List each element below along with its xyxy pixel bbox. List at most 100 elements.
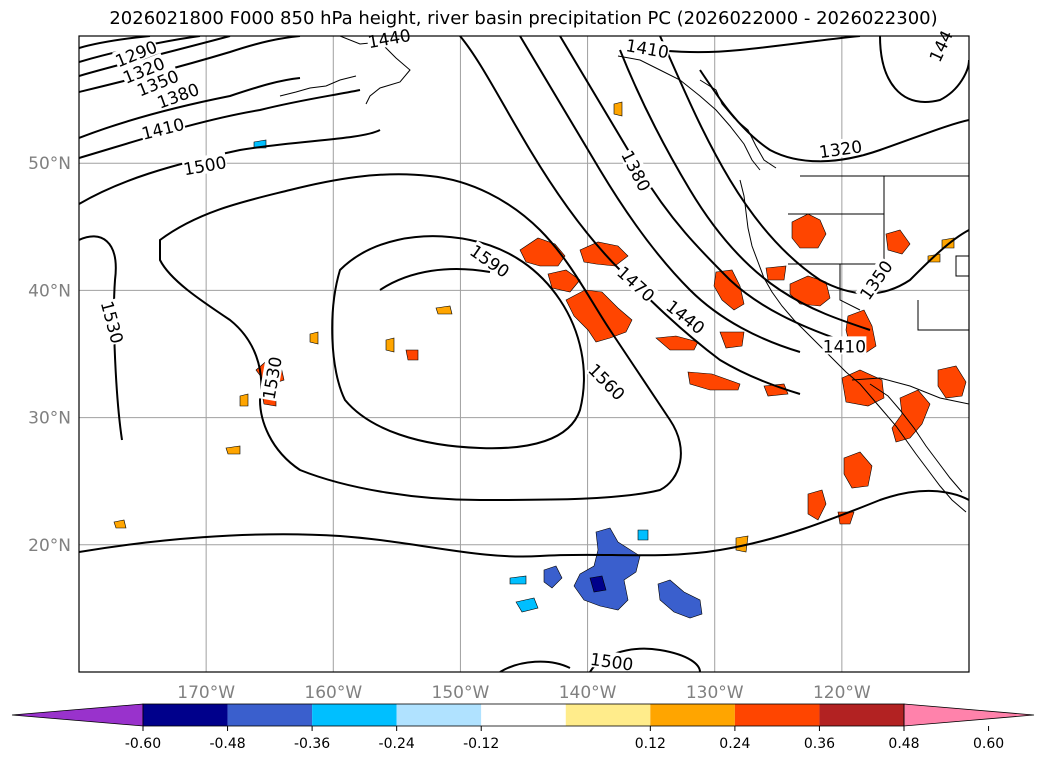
contour-label-bg: [618, 146, 655, 195]
lon-tick-label: 130°W: [686, 683, 744, 703]
lon-tick-label: 120°W: [813, 683, 871, 703]
precip-patch: [891, 389, 931, 443]
contour-label: 1320: [817, 136, 864, 163]
plot-frame: [78, 35, 970, 673]
contour-label-bg: [365, 24, 413, 51]
contour-label-text: 1380: [616, 147, 653, 195]
contour-labels: 1290132013501380141015001530153015901560…: [96, 24, 958, 676]
precip-patch: [509, 575, 527, 585]
precip-patch: [843, 451, 873, 489]
lon-tick-label: 170°W: [177, 683, 235, 703]
axis-labels: 50°N 40°N 30°N 20°N 170°W 160°W 150°W 140°W 130°…: [28, 154, 871, 703]
contour-1290: [79, 36, 151, 49]
lon-tick-label: 160°W: [304, 683, 362, 703]
state-border: [917, 300, 969, 331]
precip-patch: [589, 575, 607, 593]
contour-label: 1560: [584, 359, 630, 405]
colorbar-swatch: [650, 704, 735, 726]
contour-label-bg: [585, 359, 630, 404]
colorbar-tick-label: 0.60: [973, 736, 1004, 752]
contour-label-bg: [119, 52, 168, 87]
contour-1380-east: [619, 49, 871, 331]
contour-label-bg: [588, 648, 635, 673]
precip-patch: [941, 237, 955, 249]
alaska-coast: [339, 36, 411, 105]
contour-label-bg: [98, 298, 128, 346]
mexico-border: [851, 377, 969, 405]
lon-tick-label: 150°W: [432, 683, 490, 703]
canada-coast: [699, 79, 777, 169]
state-border: [955, 255, 969, 277]
height-contours: [79, 36, 969, 672]
colorbar-swatch: [143, 704, 228, 726]
precip-patch: [713, 269, 745, 311]
colorbar-tick-label: -0.36: [294, 736, 330, 752]
colorbar-tick-label: 0.48: [888, 736, 919, 752]
contour-label: 1590: [466, 240, 514, 283]
colorbar-tick-label: -0.24: [379, 736, 415, 752]
contour-label: 1530: [258, 354, 287, 402]
contour-label-bg: [139, 113, 187, 142]
precip-patch: [309, 331, 319, 345]
contour-label-bg: [258, 354, 284, 402]
contour-1500-south: [79, 490, 969, 558]
precip-patch: [765, 265, 787, 281]
precip-patch: [719, 331, 745, 349]
colorbar-swatch: [565, 704, 651, 726]
contour-label-bg: [614, 261, 659, 305]
colorbar-tick-label: 0.24: [719, 736, 750, 752]
colorbar-tick-label: -0.12: [463, 736, 499, 752]
colorbar-tick-label: -0.60: [125, 736, 161, 752]
precip-patch: [655, 335, 699, 351]
contour-label-text: 1560: [584, 360, 629, 405]
colorbar-tick-label: 0.36: [804, 736, 835, 752]
precip-patch: [385, 337, 395, 353]
lon-tick-label: 140°W: [559, 683, 617, 703]
precip-patch: [113, 519, 127, 529]
precip-patch: [735, 535, 749, 553]
contour-1470: [459, 36, 801, 395]
contour-label-text: 1500: [182, 153, 228, 180]
colorbar-frame: [142, 703, 905, 727]
contour-north-east: [879, 36, 969, 103]
contour-label-bg: [112, 36, 160, 70]
contour-1410: [79, 77, 301, 139]
contour-label: 1500: [181, 152, 228, 180]
contour-1350-east: [659, 36, 969, 295]
precip-patch: [573, 527, 641, 611]
precip-patch: [937, 365, 967, 399]
colorbar-swatch: [312, 704, 397, 726]
precip-patch: [613, 101, 623, 117]
precip-patch: [435, 305, 453, 315]
contour-label-text: 1410: [823, 337, 866, 357]
precip-patch: [565, 289, 633, 343]
contour-1440-east: [519, 36, 801, 353]
precip-patch: [637, 529, 649, 541]
contour-label-text: 1440: [366, 26, 412, 53]
contour-1380: [79, 36, 301, 93]
precip-patch: [547, 269, 581, 293]
contour-label-text: 1410: [624, 36, 670, 63]
contour-label: 1410: [822, 336, 867, 357]
contour-label-text: 1410: [140, 115, 187, 145]
colorbar-extend-low: [11, 703, 144, 727]
precip-patch: [687, 371, 741, 391]
contour-1530: [79, 235, 123, 441]
contour-label-text: 1530: [96, 299, 127, 346]
precip-patch: [543, 565, 563, 589]
contour-label: 1440: [365, 24, 413, 53]
lat-tick-label: 30°N: [28, 409, 71, 429]
precip-patch: [657, 579, 703, 619]
contour-label-bg: [181, 152, 228, 178]
contour-1500-bottom-left: [499, 660, 571, 672]
contour-label-bg: [855, 256, 896, 303]
colorbar-tick-label: -0.48: [209, 736, 245, 752]
colorbar-swatch: [396, 704, 482, 726]
contour-label: 1410: [624, 35, 671, 63]
contour-label-bg: [133, 65, 182, 99]
lat-tick-label: 20°N: [28, 536, 71, 556]
precip-patch: [885, 229, 911, 255]
contour-1440: [79, 89, 361, 159]
contour-label: 1380: [616, 146, 655, 195]
colorbar-swatch: [481, 704, 566, 726]
